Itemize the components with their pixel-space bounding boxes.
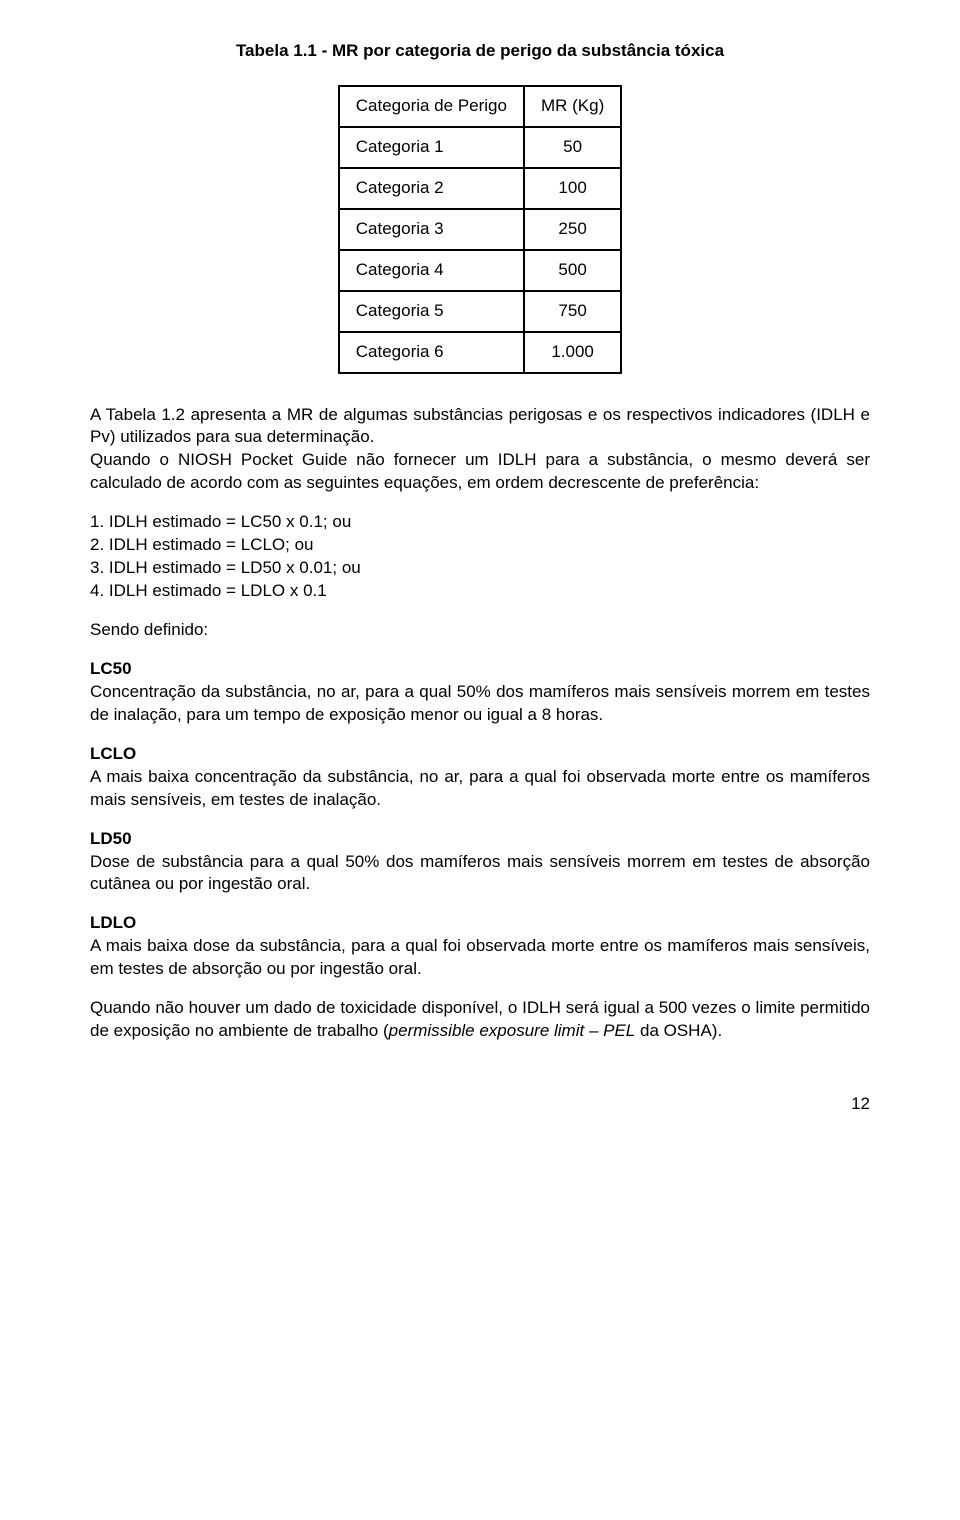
table-row: Categoria 2 100	[339, 168, 622, 209]
table-row: Categoria 3 250	[339, 209, 622, 250]
closing-italic: permissible exposure limit – PEL	[389, 1021, 636, 1040]
def-text: A mais baixa dose da substância, para a …	[90, 935, 870, 981]
intro-paragraph-1: A Tabela 1.2 apresenta a MR de algumas s…	[90, 404, 870, 450]
header-category: Categoria de Perigo	[339, 86, 524, 127]
idlh-equation-list: 1. IDLH estimado = LC50 x 0.1; ou 2. IDL…	[90, 511, 870, 603]
cell-category: Categoria 6	[339, 332, 524, 373]
cell-mr: 250	[524, 209, 621, 250]
def-label: LC50	[90, 658, 870, 681]
table-title: Tabela 1.1 - MR por categoria de perigo …	[90, 40, 870, 63]
cell-category: Categoria 3	[339, 209, 524, 250]
cell-mr: 50	[524, 127, 621, 168]
cell-category: Categoria 5	[339, 291, 524, 332]
cell-mr: 1.000	[524, 332, 621, 373]
sendo-definido: Sendo definido:	[90, 619, 870, 642]
cell-mr: 750	[524, 291, 621, 332]
list-item: 4. IDLH estimado = LDLO x 0.1	[90, 580, 870, 603]
header-mr: MR (Kg)	[524, 86, 621, 127]
intro-paragraph-2: Quando o NIOSH Pocket Guide não fornecer…	[90, 449, 870, 495]
list-item: 2. IDLH estimado = LCLO; ou	[90, 534, 870, 557]
def-label: LCLO	[90, 743, 870, 766]
def-text: Dose de substância para a qual 50% dos m…	[90, 851, 870, 897]
list-item: 1. IDLH estimado = LC50 x 0.1; ou	[90, 511, 870, 534]
cell-category: Categoria 1	[339, 127, 524, 168]
cell-category: Categoria 2	[339, 168, 524, 209]
table-row: Categoria 5 750	[339, 291, 622, 332]
mr-category-table: Categoria de Perigo MR (Kg) Categoria 1 …	[338, 85, 623, 374]
table-row: Categoria 4 500	[339, 250, 622, 291]
list-item: 3. IDLH estimado = LD50 x 0.01; ou	[90, 557, 870, 580]
def-label: LDLO	[90, 912, 870, 935]
table-row: Categoria 6 1.000	[339, 332, 622, 373]
cell-mr: 100	[524, 168, 621, 209]
def-label: LD50	[90, 828, 870, 851]
closing-paragraph: Quando não houver um dado de toxicidade …	[90, 997, 870, 1043]
table-row: Categoria 1 50	[339, 127, 622, 168]
closing-post: da OSHA).	[635, 1021, 722, 1040]
def-text: Concentração da substância, no ar, para …	[90, 681, 870, 727]
page-number: 12	[90, 1093, 870, 1116]
def-text: A mais baixa concentração da substância,…	[90, 766, 870, 812]
cell-mr: 500	[524, 250, 621, 291]
table-header-row: Categoria de Perigo MR (Kg)	[339, 86, 622, 127]
cell-category: Categoria 4	[339, 250, 524, 291]
